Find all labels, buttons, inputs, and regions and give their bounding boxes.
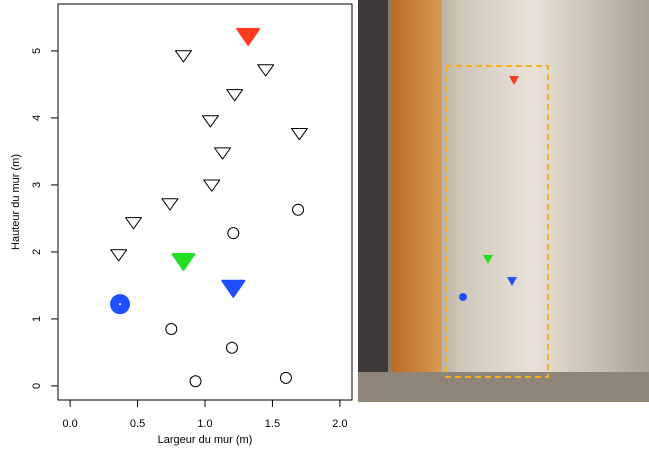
y-axis-label: Hauteur du mur (m)	[10, 154, 22, 250]
x-tick-label: 0.5	[130, 418, 145, 430]
point	[166, 323, 177, 334]
photo-dark-edge	[358, 0, 388, 402]
photo	[358, 0, 649, 402]
page: Largeur du mur (m) Hauteur du mur (m) 0.…	[0, 0, 649, 449]
point	[175, 51, 191, 62]
point	[126, 218, 142, 229]
y-tick-label: 5	[31, 48, 43, 54]
y-tick-label: 2	[31, 249, 43, 255]
x-tick-label: 2.0	[332, 418, 347, 430]
point	[162, 199, 178, 210]
point	[258, 65, 274, 76]
y-tick-label: 1	[31, 316, 43, 322]
x-axis-label: Largeur du mur (m)	[158, 434, 253, 446]
point	[226, 342, 237, 353]
point	[227, 90, 243, 101]
y-tick-label: 0	[31, 383, 43, 389]
point	[190, 376, 201, 387]
figure: Largeur du mur (m) Hauteur du mur (m) 0.…	[0, 0, 649, 449]
x-tick-label: 1.0	[197, 418, 212, 430]
point	[237, 29, 259, 45]
y-tick-label: 4	[31, 115, 43, 121]
point	[111, 250, 127, 261]
point-center	[119, 303, 121, 305]
point	[222, 281, 244, 297]
point	[280, 372, 291, 383]
point	[291, 128, 307, 139]
point	[172, 254, 194, 270]
point	[202, 116, 218, 127]
x-tick-label: 1.5	[265, 418, 280, 430]
photo-orange-panel	[392, 0, 442, 402]
photo-floor	[358, 372, 649, 402]
photo-marker	[459, 293, 467, 301]
point	[228, 228, 239, 239]
point	[215, 148, 231, 159]
x-tick-label: 0.0	[62, 418, 77, 430]
plot-frame	[58, 4, 352, 400]
point	[293, 204, 304, 215]
y-tick-label: 3	[31, 182, 43, 188]
point	[204, 180, 220, 191]
